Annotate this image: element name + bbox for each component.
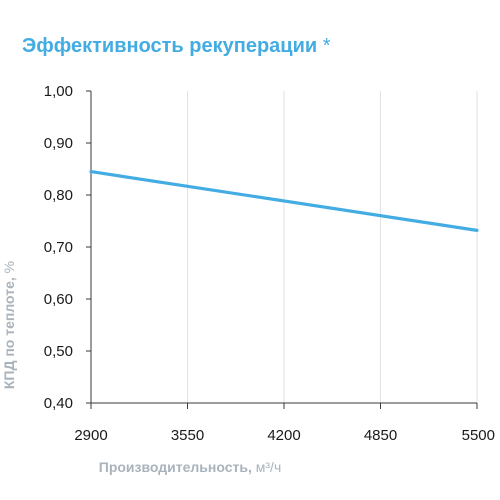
y-tick-label: 0,90 [44,135,73,152]
x-tick-label: 3550 [171,427,204,444]
chart-title-asterisk: * [322,35,331,57]
x-axis-label-unit: м³/ч [256,459,281,475]
x-axis-label-text: Производительность, [99,459,256,475]
y-tick-label: 0,80 [44,187,73,204]
x-tick-label: 5500 [462,427,495,444]
series-line [89,170,479,232]
chart-title: Эффективность рекуперации * [22,33,331,59]
y-tick-label: 0,50 [44,343,73,360]
x-axis-label: Производительность, м³/ч [99,459,282,475]
x-tick-label: 4850 [364,427,397,444]
y-axis-label-unit: % [1,261,17,273]
y-tick-label: 0,40 [44,395,73,412]
y-tick-label: 0,60 [44,291,73,308]
y-tick-label: 0,70 [44,239,73,256]
x-tick-label: 2900 [74,427,107,444]
chart-title-text: Эффективность рекуперации [22,35,318,57]
y-tick-label: 1,00 [44,83,73,100]
y-axis-label: КПД по теплоте, % [1,261,17,389]
x-tick-label: 4200 [267,427,300,444]
y-axis-label-text: КПД по теплоте, [1,273,17,389]
